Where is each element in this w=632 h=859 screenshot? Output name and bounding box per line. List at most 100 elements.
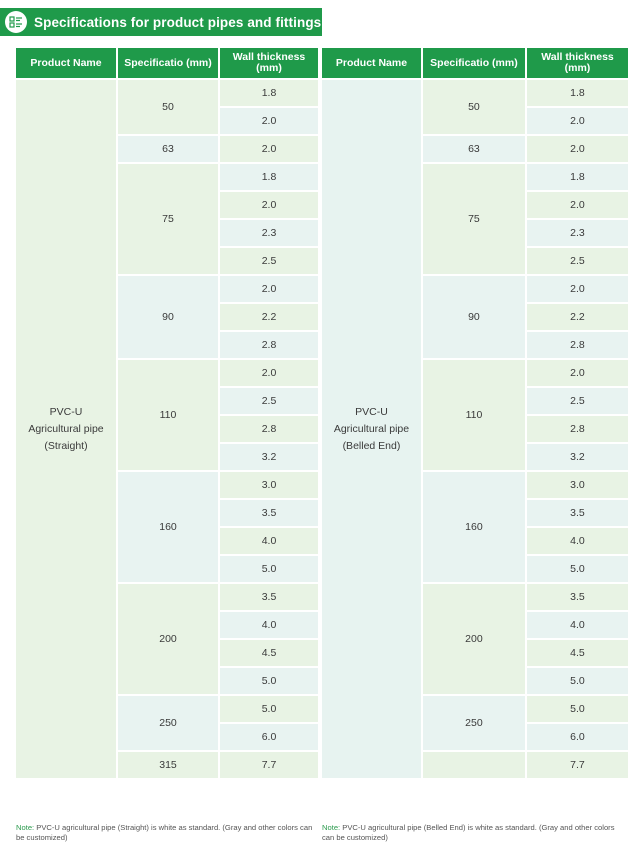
table-row: 2.5: [16, 248, 318, 274]
column-header: Product Name: [322, 48, 421, 78]
table-row: 75 1.8: [16, 164, 318, 274]
wall-thickness-cell: 2.0: [220, 360, 318, 386]
table-row: 2.5: [16, 388, 318, 414]
spec-cell: 63: [422, 136, 525, 162]
table-row: 110 2.0: [16, 360, 318, 470]
wall-thickness-cell: 3.0: [526, 472, 628, 498]
wall-thickness-cell: 4.0: [220, 612, 318, 638]
table-row: 5.0: [16, 668, 318, 694]
wall-thickness-cell: 2.2: [220, 304, 318, 330]
wall-thickness-cell: 2.8: [526, 416, 628, 442]
table-row: 2.0: [16, 108, 318, 134]
table-row: 250 5.0: [322, 696, 628, 750]
wall-thickness-cell: 1.8: [220, 80, 318, 106]
table-row: 90 2.0: [16, 276, 318, 358]
wall-thickness-cell: 7.7: [526, 752, 628, 778]
section-title: Specifications for product pipes and fit…: [34, 14, 322, 30]
wall-thickness-cell: 5.0: [526, 696, 628, 722]
column-header: Specificatio (mm): [118, 48, 218, 78]
spec-cell: 63: [118, 136, 218, 162]
wall-thickness-cell: 1.8: [526, 164, 628, 190]
table-row: 3.2: [322, 444, 628, 470]
wall-thickness-cell: 2.0: [220, 136, 318, 162]
spec-cell: 200: [422, 584, 525, 694]
note-label: Note:: [322, 823, 341, 832]
table-row: 4.5: [322, 640, 628, 666]
wall-thickness-cell: 3.5: [526, 584, 628, 610]
table-row: 4.0: [16, 612, 318, 638]
table-row: 3.2: [16, 444, 318, 470]
table-row: 250 5.0: [16, 696, 318, 750]
wall-thickness-cell: 2.0: [526, 192, 628, 218]
wall-thickness-cell: 1.8: [526, 80, 628, 106]
wall-thickness-cell: 1.8: [220, 164, 318, 190]
table-row: 3.5: [322, 500, 628, 526]
product-name-cell: PVC-U Agricultural pipe (Belled End): [322, 80, 421, 778]
table-row: 2.8: [322, 416, 628, 442]
table-row: 200 3.5: [322, 584, 628, 694]
spec-cell: 160: [118, 472, 218, 582]
product-name-line: PVC-U: [355, 405, 388, 418]
spec-cell: 75: [118, 164, 218, 274]
table-row: 63 2.0: [16, 136, 318, 162]
table-row: 160 3.0: [322, 472, 628, 582]
note-text: PVC-U agricultural pipe (Straight) is wh…: [16, 823, 313, 842]
spec-table-straight: Product Name Specificatio (mm) Wall thickn…: [14, 46, 320, 780]
wall-thickness-cell: 3.5: [220, 584, 318, 610]
wall-thickness-cell: 3.2: [220, 444, 318, 470]
table-row: 6.0: [322, 724, 628, 750]
table-row: 2.2: [16, 304, 318, 330]
spec-cell: 200: [118, 584, 218, 694]
wall-thickness-cell: 5.0: [220, 668, 318, 694]
spec-cell: 90: [118, 276, 218, 358]
table-row: 4.0: [322, 528, 628, 554]
table-row: 2.8: [16, 416, 318, 442]
table-row: 4.0: [16, 528, 318, 554]
spec-cell: 160: [422, 472, 525, 582]
table-row: 5.0: [322, 556, 628, 582]
table-row: 2.5: [322, 248, 628, 274]
table-row: 2.3: [322, 220, 628, 246]
wall-thickness-cell: 3.5: [526, 500, 628, 526]
wall-thickness-cell: 2.0: [220, 192, 318, 218]
wall-thickness-cell: 3.2: [526, 444, 628, 470]
table-row: 160 3.0: [16, 472, 318, 582]
wall-thickness-cell: 3.5: [220, 500, 318, 526]
table-row: 4.5: [16, 640, 318, 666]
spec-cell: 250: [118, 696, 218, 750]
wall-thickness-cell: 7.7: [220, 752, 318, 778]
table-row: 3.5: [16, 500, 318, 526]
product-name-line: Agricultural pipe: [333, 422, 410, 435]
product-name-cell: PVC-U Agricultural pipe (Straight): [16, 80, 116, 778]
product-name-line: PVC-U: [49, 405, 83, 418]
note-text: PVC-U agricultural pipe (Belled End) is …: [322, 823, 615, 842]
product-name-line: (Belled End): [342, 439, 401, 452]
product-name-line: Agricultural pipe: [28, 422, 104, 435]
wall-thickness-cell: 4.5: [220, 640, 318, 666]
spec-cell: 75: [422, 164, 525, 274]
wall-thickness-cell: 2.8: [526, 332, 628, 358]
table-row: 4.0: [322, 612, 628, 638]
table-row: 2.8: [16, 332, 318, 358]
product-name-line: (Straight): [44, 439, 88, 452]
table-row: 2.0: [322, 192, 628, 218]
table-row: PVC-U Agricultural pipe (Straight) 50 1.8: [16, 80, 318, 778]
table-row: 2.8: [322, 332, 628, 358]
table-row: 75 1.8: [322, 164, 628, 274]
wall-thickness-cell: 4.5: [526, 640, 628, 666]
wall-thickness-cell: 2.0: [220, 276, 318, 302]
wall-thickness-cell: 2.0: [220, 108, 318, 134]
wall-thickness-cell: 5.0: [220, 556, 318, 582]
list-icon: [5, 11, 27, 33]
column-header: Wall thickness (mm): [220, 48, 318, 78]
wall-thickness-cell: 2.3: [220, 220, 318, 246]
wall-thickness-cell: 2.5: [220, 248, 318, 274]
column-header: Wall thickness (mm): [526, 48, 628, 78]
spec-cell: 50: [118, 80, 218, 134]
spec-cell: 315: [118, 752, 218, 778]
table-row: 90 2.0: [322, 276, 628, 358]
table-row: 2.5: [322, 388, 628, 414]
note-label: Note:: [16, 823, 35, 832]
table-row: PVC-U Agricultural pipe (Belled End) 50 1.8: [322, 80, 628, 778]
wall-thickness-cell: 4.0: [526, 612, 628, 638]
